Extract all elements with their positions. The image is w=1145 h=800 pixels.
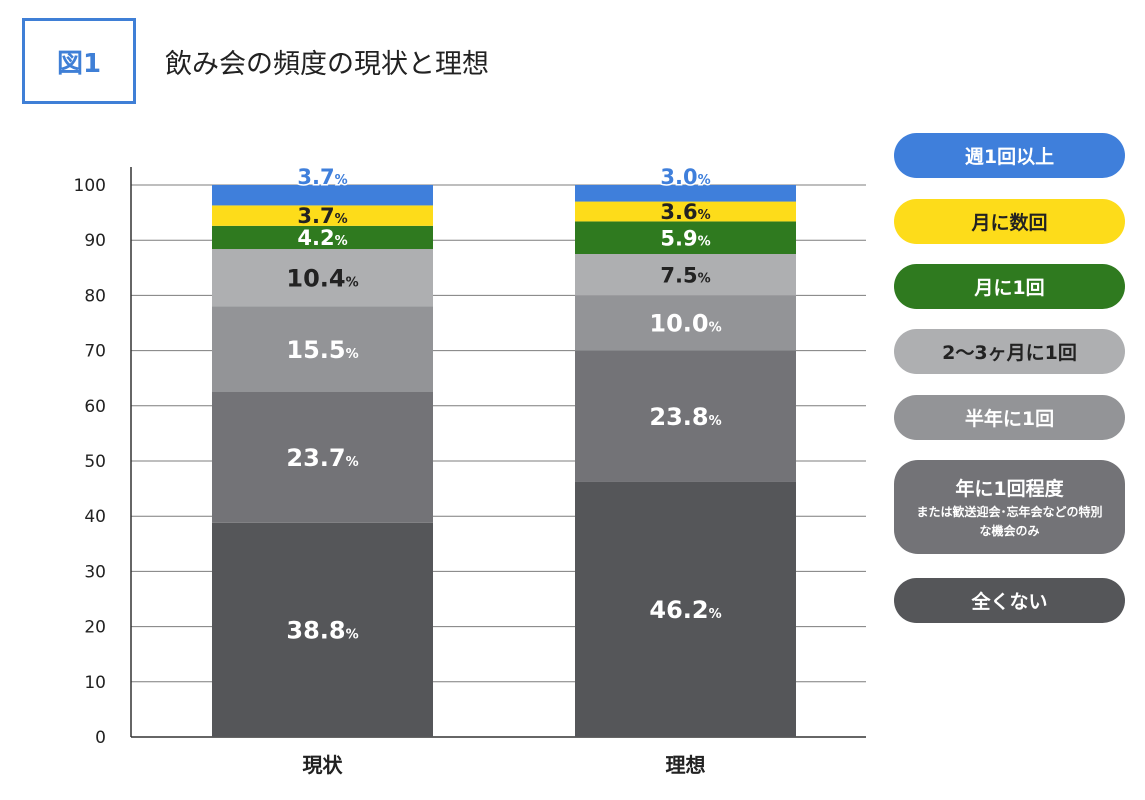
data-label: 38.8%: [286, 617, 358, 645]
legend-item: 月に数回: [894, 199, 1125, 244]
category-label: 現状: [303, 753, 344, 777]
figure-label: 図1: [22, 18, 136, 104]
bar-segment: [212, 205, 433, 226]
chart-title: 飲み会の頻度の現状と理想: [165, 49, 489, 80]
legend-label: 2〜3ヶ月に1回: [942, 342, 1077, 364]
data-label: 46.2%: [649, 596, 721, 624]
legend-label: 年に1回程度: [955, 477, 1064, 500]
legend-label: 半年に1回: [964, 408, 1055, 430]
data-label: 23.8%: [649, 403, 721, 431]
legend-item: 年に1回程度または歓送迎会･忘年会などの特別な機会のみ: [894, 460, 1125, 554]
bar-segment: [212, 225, 433, 250]
y-tick-label: 10: [84, 673, 106, 693]
y-tick-label: 80: [84, 286, 106, 306]
bar-segment: [212, 249, 433, 307]
data-label: 3.0%: [660, 165, 710, 189]
bar-segment: [575, 481, 796, 737]
data-label: 3.7%: [297, 204, 347, 228]
data-label: 23.7%: [286, 444, 358, 472]
y-tick-label: 30: [84, 562, 106, 582]
legend-label: 週1回以上: [964, 146, 1055, 168]
legend-label: 月に1回: [974, 277, 1045, 299]
data-label: 10.4%: [286, 264, 358, 292]
legend-item: 2〜3ヶ月に1回: [894, 329, 1125, 374]
bar-segment: [212, 522, 433, 737]
bar-segment: [575, 254, 796, 296]
y-tick-label: 20: [84, 618, 106, 638]
y-tick-label: 0: [95, 728, 106, 748]
data-label: 15.5%: [286, 336, 358, 364]
data-label: 3.7%: [297, 165, 347, 189]
legend-item: 半年に1回: [894, 395, 1125, 440]
bar-segment: [575, 201, 796, 222]
data-label: 10.0%: [649, 310, 721, 338]
bar-segment: [575, 221, 796, 254]
y-tick-label: 50: [84, 452, 106, 472]
data-label: 7.5%: [660, 263, 710, 287]
data-label: 3.6%: [660, 200, 710, 224]
y-tick-label: 100: [74, 176, 106, 196]
data-label: 4.2%: [297, 226, 347, 250]
y-tick-label: 90: [84, 231, 106, 251]
category-label: 理想: [666, 753, 706, 777]
y-tick-label: 60: [84, 397, 106, 417]
bar-segment: [212, 392, 433, 523]
y-tick-label: 40: [84, 507, 106, 527]
bar-segment: [575, 295, 796, 351]
legend-item: 月に1回: [894, 264, 1125, 309]
bar-segment: [212, 185, 433, 206]
legend-label: 月に数回: [971, 212, 1048, 234]
legend-item: 週1回以上: [894, 133, 1125, 178]
legend-item: 全くない: [894, 578, 1125, 623]
legend-sublabel: または歓送迎会･忘年会などの特別な機会のみ: [916, 504, 1103, 538]
bar-segment: [212, 306, 433, 392]
bar-segment: [575, 185, 796, 202]
bar-segment: [575, 350, 796, 482]
data-label: 5.9%: [660, 226, 710, 250]
y-tick-label: 70: [84, 342, 106, 362]
stacked-bar-chart: 0 10 20 30 40 50 60 70 80 90 100 38.8% 23.7% 15.5% 10.…: [74, 164, 866, 777]
legend-label: 全くない: [971, 591, 1048, 613]
